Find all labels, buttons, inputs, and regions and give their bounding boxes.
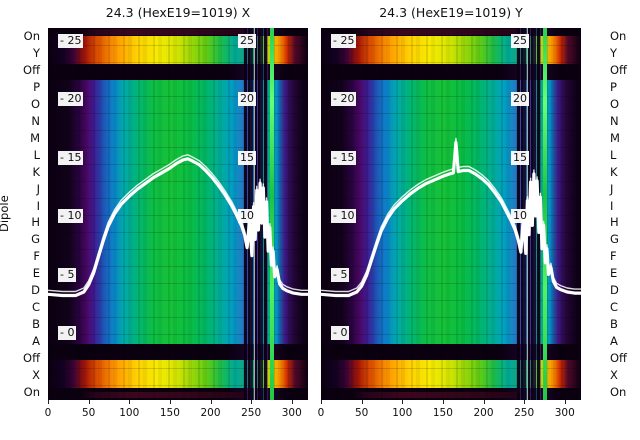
x-tick-label-150: 150 bbox=[432, 407, 453, 419]
row-label-a-18: A bbox=[32, 333, 40, 348]
x-tick-mark-300 bbox=[291, 400, 293, 404]
row-label-d-15: D bbox=[610, 283, 619, 298]
green-vertical-stripe bbox=[270, 28, 275, 400]
x-tick-label-250: 250 bbox=[514, 407, 535, 419]
row-label-m-6: M bbox=[610, 130, 620, 145]
row-label-j-9: J bbox=[610, 181, 614, 196]
x-tick-label-300: 300 bbox=[281, 407, 302, 419]
row-label-a-18: A bbox=[610, 333, 618, 348]
row-label-p-3: P bbox=[33, 80, 40, 95]
x-tick-mark-150 bbox=[442, 400, 444, 404]
row-label-m-6: M bbox=[30, 130, 40, 145]
dipole-row-labels-left: On Y Off P O N M L K J I H G F E D C B A Off X On bbox=[0, 0, 44, 440]
x-tick-label-200: 200 bbox=[200, 407, 221, 419]
x-tick-mark-50 bbox=[361, 400, 363, 404]
dipole-row-labels-right: On Y Off P O N M L K J I H G F E D C B A Off X On bbox=[604, 0, 640, 440]
heatmap-panel-y: 24.3 (HexE19=1019) Y - 25- 20- 15- 10- 5… bbox=[318, 5, 581, 419]
row-label-d-15: D bbox=[31, 283, 40, 298]
x-tick-label-50: 50 bbox=[81, 407, 96, 419]
row-label-g-12: G bbox=[31, 232, 40, 247]
row-label-n-5: N bbox=[31, 114, 40, 128]
x-tick-label-200: 200 bbox=[473, 407, 494, 419]
row-label-e-14: E bbox=[610, 266, 618, 281]
row-label-y-1: Y bbox=[32, 46, 40, 61]
panel-title-x: 24.3 (HexE19=1019) X bbox=[105, 5, 251, 20]
x-tick-mark-150 bbox=[169, 400, 171, 404]
profile-trace-secondary bbox=[48, 154, 308, 293]
row-label-y-1: Y bbox=[610, 46, 618, 61]
row-label-c-16: C bbox=[610, 300, 619, 314]
x-axis: 0 50 100 150 200 250 300 bbox=[44, 400, 308, 426]
row-label-g-12: G bbox=[610, 232, 619, 247]
row-label-i-10: I bbox=[36, 198, 40, 213]
x-tick-label-0: 0 bbox=[44, 407, 52, 419]
row-label-off-19: Off bbox=[23, 350, 40, 365]
row-label-off-19: Off bbox=[610, 350, 627, 365]
x-tick-label-300: 300 bbox=[554, 407, 575, 419]
row-label-j-9: J bbox=[36, 181, 40, 196]
row-label-n-5: N bbox=[610, 114, 619, 128]
x-tick-label-150: 150 bbox=[159, 407, 180, 419]
row-label-on-21: On bbox=[23, 384, 40, 399]
row-label-l-7: L bbox=[33, 147, 40, 162]
beam-profile-curve bbox=[48, 154, 308, 298]
row-label-f-13: F bbox=[33, 249, 40, 264]
row-label-off-2: Off bbox=[610, 63, 627, 78]
row-label-b-17: B bbox=[610, 316, 618, 331]
on-row-bottom bbox=[48, 392, 308, 398]
x-tick-mark-250 bbox=[524, 400, 526, 404]
on-row-top bbox=[48, 29, 308, 35]
on-row-bottom bbox=[321, 392, 581, 398]
x-tick-mark-100 bbox=[129, 400, 131, 404]
x-tick-label-100: 100 bbox=[392, 407, 413, 419]
x-tick-mark-200 bbox=[483, 400, 485, 404]
beam-profile-curve bbox=[321, 137, 581, 298]
row-label-f-13: F bbox=[610, 249, 617, 264]
row-label-x-20: X bbox=[32, 367, 40, 382]
x-tick-mark-300 bbox=[564, 400, 566, 404]
x-tick-mark-50 bbox=[88, 400, 90, 404]
row-label-p-3: P bbox=[610, 80, 617, 95]
row-label-h-11: H bbox=[610, 215, 619, 230]
x-axis: 0 50 100 150 200 250 300 bbox=[317, 400, 581, 426]
x-tick-label-100: 100 bbox=[119, 407, 140, 419]
row-label-i-10: I bbox=[610, 198, 614, 213]
x-tick-mark-100 bbox=[402, 400, 404, 404]
row-label-o-4: O bbox=[30, 97, 40, 112]
row-label-o-4: O bbox=[610, 97, 620, 112]
row-label-off-2: Off bbox=[23, 63, 40, 78]
profile-trace-main bbox=[321, 140, 581, 298]
row-label-on-0: On bbox=[23, 29, 40, 44]
x-tick-mark-250 bbox=[251, 400, 253, 404]
row-label-h-11: H bbox=[31, 215, 40, 230]
x-tick-mark-0 bbox=[321, 400, 322, 404]
row-label-b-17: B bbox=[32, 316, 40, 331]
x-tick-mark-200 bbox=[210, 400, 212, 404]
heatmap-panel-x: 24.3 (HexE19=1019) X - 25- 20- 15- 10- 5… bbox=[45, 5, 308, 419]
panel-title-y: 24.3 (HexE19=1019) Y bbox=[379, 5, 523, 20]
profile-trace-main bbox=[48, 157, 308, 298]
row-label-e-14: E bbox=[32, 266, 40, 281]
row-label-x-20: X bbox=[610, 367, 618, 382]
on-row-top bbox=[321, 29, 581, 35]
row-label-l-7: L bbox=[610, 147, 617, 162]
x-tick-mark-0 bbox=[48, 400, 49, 404]
x-tick-label-250: 250 bbox=[241, 407, 262, 419]
row-label-c-16: C bbox=[31, 300, 40, 314]
row-label-k-8: K bbox=[32, 164, 40, 179]
x-tick-label-0: 0 bbox=[317, 407, 325, 419]
row-label-on-21: On bbox=[610, 384, 627, 399]
row-label-on-0: On bbox=[610, 29, 627, 44]
x-tick-label-50: 50 bbox=[354, 407, 369, 419]
green-vertical-stripe bbox=[543, 28, 548, 400]
row-label-k-8: K bbox=[610, 164, 618, 179]
